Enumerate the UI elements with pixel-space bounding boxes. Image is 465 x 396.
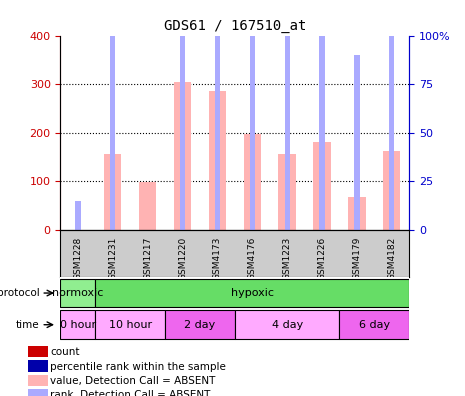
Text: percentile rank within the sample: percentile rank within the sample	[50, 362, 226, 372]
Text: GSM4179: GSM4179	[352, 237, 361, 280]
Text: GSM1217: GSM1217	[143, 237, 152, 280]
Bar	[27, 346, 48, 357]
Text: 4 day: 4 day	[272, 320, 303, 330]
Text: GSM1226: GSM1226	[318, 237, 326, 280]
Text: protocol: protocol	[0, 288, 40, 298]
Text: GSM1231: GSM1231	[108, 237, 117, 280]
Bar	[285, 0, 290, 230]
Text: GSM1223: GSM1223	[283, 237, 292, 280]
Bar	[235, 310, 339, 339]
Bar	[75, 200, 80, 230]
Bar	[139, 182, 156, 230]
Bar	[313, 142, 331, 230]
Title: GDS61 / 167510_at: GDS61 / 167510_at	[164, 19, 306, 33]
Text: 6 day: 6 day	[359, 320, 390, 330]
Bar	[27, 375, 48, 386]
Text: value, Detection Call = ABSENT: value, Detection Call = ABSENT	[50, 376, 216, 386]
Text: GSM4173: GSM4173	[213, 237, 222, 280]
Text: count: count	[50, 347, 80, 357]
Bar	[180, 0, 185, 230]
Bar	[110, 0, 115, 230]
Text: GSM1228: GSM1228	[73, 237, 82, 280]
Bar	[165, 310, 235, 339]
Bar	[209, 91, 226, 230]
Bar	[27, 360, 48, 372]
Bar	[389, 0, 394, 230]
Bar	[383, 150, 400, 230]
Text: 0 hour: 0 hour	[60, 320, 96, 330]
Bar	[319, 0, 325, 230]
Bar	[104, 154, 121, 230]
Text: GSM4176: GSM4176	[248, 237, 257, 280]
Text: GSM1220: GSM1220	[178, 237, 187, 280]
Text: rank, Detection Call = ABSENT: rank, Detection Call = ABSENT	[50, 390, 211, 396]
Text: normoxic: normoxic	[52, 288, 104, 298]
Bar	[250, 0, 255, 230]
Bar	[339, 310, 409, 339]
Bar	[60, 279, 95, 307]
Bar	[27, 389, 48, 396]
Text: hypoxic: hypoxic	[231, 288, 274, 298]
Bar	[244, 134, 261, 230]
Text: 10 hour: 10 hour	[109, 320, 152, 330]
Bar	[174, 82, 191, 230]
Bar	[279, 154, 296, 230]
Text: time: time	[16, 320, 40, 330]
Bar	[348, 197, 365, 230]
Text: GSM4182: GSM4182	[387, 237, 396, 280]
Bar	[215, 0, 220, 230]
Text: 2 day: 2 day	[184, 320, 216, 330]
Bar	[354, 55, 359, 230]
Bar	[60, 310, 95, 339]
Bar	[95, 310, 165, 339]
